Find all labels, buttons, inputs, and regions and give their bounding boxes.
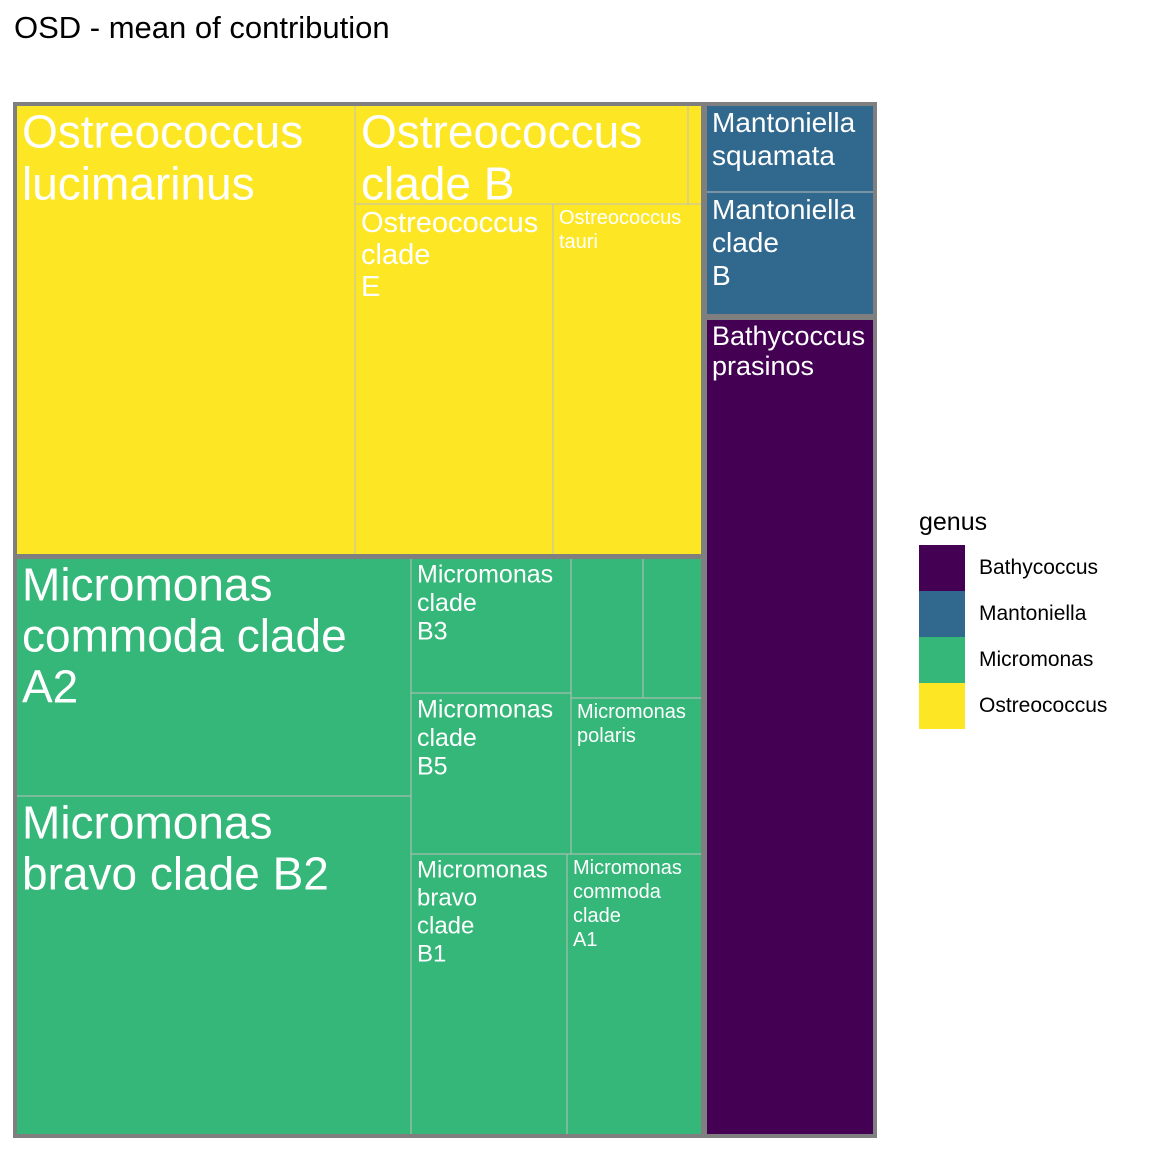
leaf-mantoniella-squamata [705, 104, 875, 193]
leaf-ostreococcus-unlabeled-4 [687, 104, 703, 205]
leaf-label-mantoniella-squamata: Mantoniella squamata [712, 107, 856, 171]
legend-label-bathycoccus: Bathycoccus [979, 556, 1099, 579]
leaf-label-ostreococcus-clade-b: Ostreococcus clade B [361, 106, 642, 210]
leaf-ostreococcus-tauri [552, 203, 703, 556]
legend-swatch-micromonas [919, 637, 965, 683]
legend-item-bathycoccus: Bathycoccus [919, 545, 1107, 591]
leaf-label-micromonas-commoda-clade-a2: Micromonas commoda clade A2 [22, 559, 347, 713]
legend-label-micromonas: Micromonas [979, 648, 1094, 671]
leaf-ostreococcus-clade-e [354, 203, 554, 556]
legend-swatch-bathycoccus [919, 545, 965, 591]
group-border-bathycoccus [703, 316, 877, 1138]
leaf-micromonas-clade-b3 [410, 557, 572, 694]
leaf-bathycoccus-prasinos [705, 318, 875, 1136]
leaf-label-micromonas-commoda-clade-a1: Micromonas commoda clade A1 [573, 857, 682, 951]
legend-item-ostreococcus: Ostreococcus [919, 683, 1107, 729]
leaf-label-mantoniella-clade-b: Mantoniella clade B [712, 194, 856, 291]
leaf-label-micromonas-bravo-clade-b1: Micromonas bravo clade B1 [417, 857, 548, 968]
legend-item-micromonas: Micromonas [919, 637, 1107, 683]
legend-label-mantoniella: Mantoniella [979, 602, 1087, 625]
leaf-label-micromonas-polaris: Micromonas polaris [577, 701, 686, 747]
legend-item-mantoniella: Mantoniella [919, 591, 1107, 637]
leaf-label-ostreococcus-tauri: Ostreococcus tauri [559, 207, 681, 253]
leaf-label-ostreococcus-clade-e: Ostreococcus clade E [361, 207, 538, 303]
leaf-label-bathycoccus-prasinos: Bathycoccus prasinos [712, 321, 865, 381]
legend-swatch-mantoniella [919, 591, 965, 637]
leaf-micromonas-clade-b5 [410, 692, 572, 855]
leaf-micromonas-polaris [570, 697, 703, 855]
leaf-micromonas-unlabeled-7 [570, 557, 644, 699]
leaf-micromonas-bravo-clade-b1 [410, 853, 568, 1136]
leaf-micromonas-commoda-clade-a1 [566, 853, 703, 1136]
legend: genus Bathycoccus Mantoniella Micromonas… [919, 508, 1107, 729]
legend-swatch-ostreococcus [919, 683, 965, 729]
chart-title: OSD - mean of contribution [14, 10, 390, 45]
leaf-mantoniella-clade-b [705, 191, 875, 316]
leaf-micromonas-bravo-clade-b2 [15, 795, 412, 1136]
leaf-label-micromonas-clade-b5: Micromonas clade B5 [417, 696, 553, 781]
leaf-label-ostreococcus-lucimarinus: Ostreococcus lucimarinus [22, 106, 303, 210]
leaf-micromonas-commoda-clade-a2 [15, 557, 412, 797]
leaf-label-micromonas-clade-b3: Micromonas clade B3 [417, 561, 553, 646]
legend-label-ostreococcus: Ostreococcus [979, 694, 1108, 717]
leaf-micromonas-unlabeled-8 [642, 557, 703, 699]
leaf-label-micromonas-bravo-clade-b2: Micromonas bravo clade B2 [22, 797, 329, 900]
legend-title: genus [919, 508, 988, 536]
